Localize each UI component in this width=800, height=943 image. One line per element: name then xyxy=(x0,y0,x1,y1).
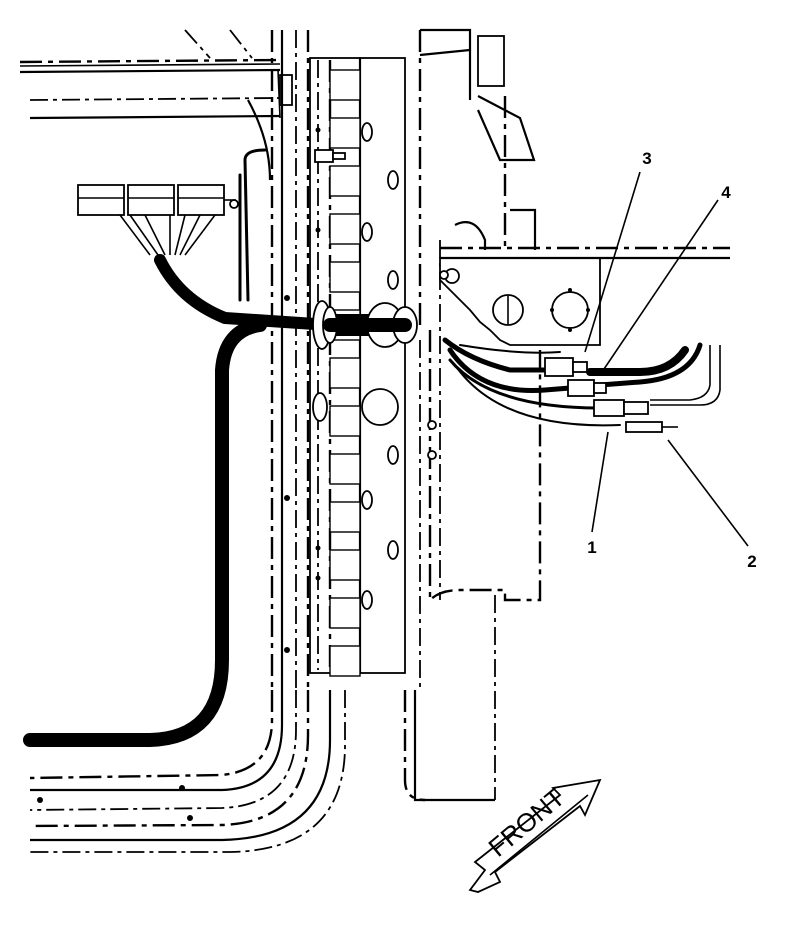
panel-rib xyxy=(329,549,361,581)
panel-rib xyxy=(329,117,361,149)
center-panel xyxy=(309,57,406,677)
door-frame xyxy=(403,28,730,802)
callout-leaders xyxy=(584,171,749,547)
panel-rib xyxy=(329,405,361,437)
panel-rib xyxy=(329,213,361,245)
grommet xyxy=(312,300,418,350)
panel-rib xyxy=(329,597,361,629)
callout-2: 2 xyxy=(747,552,756,571)
panel-rib xyxy=(329,645,361,677)
panel-rib xyxy=(329,261,361,293)
connector-group xyxy=(77,184,239,256)
panel-rib xyxy=(329,453,361,485)
panel-rib xyxy=(329,165,361,197)
panel-rib xyxy=(329,501,361,533)
callout-1: 1 xyxy=(587,538,596,557)
upper-frame-rail xyxy=(19,29,293,120)
callout-4: 4 xyxy=(721,183,731,202)
lower-sill xyxy=(29,690,346,853)
callout-3: 3 xyxy=(642,149,651,168)
panel-rib xyxy=(329,69,361,101)
vertical-pillar xyxy=(247,30,310,690)
door-harness xyxy=(442,337,703,433)
front-direction-arrow: FRONT xyxy=(468,778,602,893)
panel-rib xyxy=(329,357,361,389)
